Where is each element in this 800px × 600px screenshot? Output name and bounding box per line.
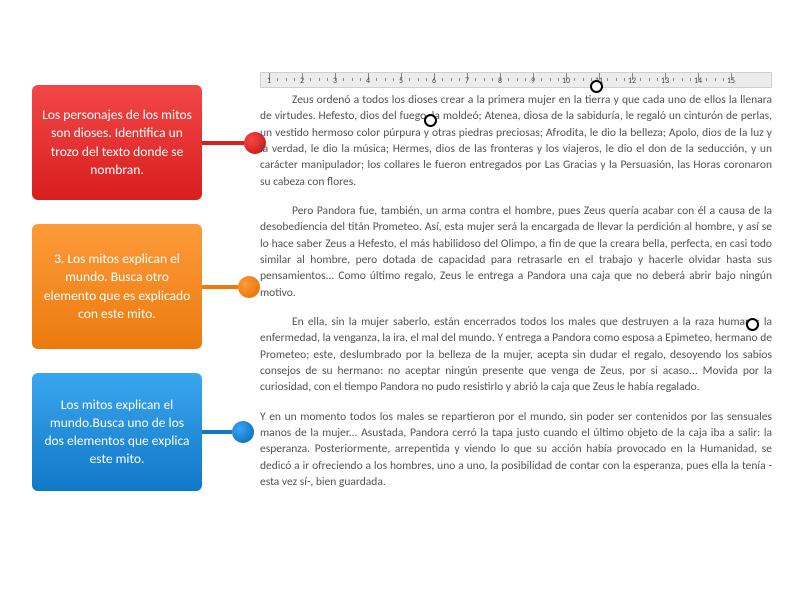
paragraph-1: Zeus ordenó a todos los dioses crear a l… bbox=[260, 92, 772, 190]
ruler-ticks: 123456789101112131415 bbox=[261, 73, 771, 87]
ruler-minor-tick bbox=[343, 78, 344, 81]
main-container: Los personajes de los mitos son dioses. … bbox=[0, 0, 800, 600]
callout-card-3[interactable]: Los mitos explican el mundo.Busca uno de… bbox=[32, 373, 202, 491]
ruler-minor-tick bbox=[574, 78, 575, 81]
ruler-minor-tick bbox=[558, 78, 559, 81]
ruler-minor-tick bbox=[657, 78, 658, 81]
ruler-minor-tick bbox=[517, 78, 518, 81]
ruler-label: 14 bbox=[694, 76, 702, 86]
ruler-label: 4 bbox=[366, 76, 370, 86]
ruler-minor-tick bbox=[607, 78, 608, 81]
ruler-minor-tick bbox=[352, 78, 353, 81]
ruler-minor-tick bbox=[409, 78, 410, 81]
ruler-minor-tick bbox=[723, 78, 724, 81]
ruler-minor-tick bbox=[484, 78, 485, 81]
ruler-label: 10 bbox=[562, 76, 570, 86]
ruler-minor-tick bbox=[286, 78, 287, 81]
drag-handle-2[interactable] bbox=[424, 114, 437, 127]
callout-connector bbox=[202, 285, 238, 289]
ruler-minor-tick bbox=[385, 78, 386, 81]
ruler-minor-tick bbox=[649, 78, 650, 81]
ruler-label: 15 bbox=[727, 76, 735, 86]
ruler-label: 12 bbox=[628, 76, 636, 86]
ruler-minor-tick bbox=[294, 78, 295, 81]
ruler-label: 8 bbox=[498, 76, 502, 86]
callout-text: Los personajes de los mitos son dioses. … bbox=[42, 106, 192, 179]
ruler-minor-tick bbox=[541, 78, 542, 81]
ruler-minor-tick bbox=[525, 78, 526, 81]
callout-card-1[interactable]: Los personajes de los mitos son dioses. … bbox=[32, 85, 202, 200]
callout-connector bbox=[202, 141, 244, 145]
callout-text: 3. Los mitos explican el mundo. Busca ot… bbox=[42, 250, 192, 323]
ruler-label: 13 bbox=[661, 76, 669, 86]
document-column: 123456789101112131415 Zeus ordenó a todo… bbox=[250, 0, 800, 600]
ruler-minor-tick bbox=[624, 78, 625, 81]
ruler-minor-tick bbox=[508, 78, 509, 81]
ruler-minor-tick bbox=[715, 78, 716, 81]
paragraph-3: En ella, sin la mujer saberlo, están enc… bbox=[260, 314, 772, 396]
callout-connector bbox=[202, 430, 232, 434]
callout-text: Los mitos explican el mundo.Busca uno de… bbox=[42, 396, 192, 469]
ruler-minor-tick bbox=[682, 78, 683, 81]
paragraph-4: Y en un momento todos los males se repar… bbox=[260, 409, 772, 491]
ruler-minor-tick bbox=[583, 78, 584, 81]
ruler-minor-tick bbox=[319, 78, 320, 81]
paragraph-2: Pero Pandora fue, también, un arma contr… bbox=[260, 203, 772, 301]
ruler-label: 7 bbox=[465, 76, 469, 86]
ruler-label: 9 bbox=[531, 76, 535, 86]
ruler-label: 3 bbox=[333, 76, 337, 86]
ruler-minor-tick bbox=[310, 78, 311, 81]
ruler-label: 5 bbox=[399, 76, 403, 86]
ruler-minor-tick bbox=[492, 78, 493, 81]
ruler-minor-tick bbox=[706, 78, 707, 81]
document-body: Zeus ordenó a todos los dioses crear a l… bbox=[260, 92, 772, 490]
ruler-minor-tick bbox=[550, 78, 551, 81]
ruler-minor-tick bbox=[376, 78, 377, 81]
ruler-minor-tick bbox=[426, 78, 427, 81]
ruler-label: 2 bbox=[300, 76, 304, 86]
ruler-minor-tick bbox=[690, 78, 691, 81]
ruler-minor-tick bbox=[640, 78, 641, 81]
drag-handle-1[interactable] bbox=[590, 80, 603, 93]
ruler-minor-tick bbox=[459, 78, 460, 81]
ruler-minor-tick bbox=[673, 78, 674, 81]
ruler-minor-tick bbox=[277, 78, 278, 81]
ruler-minor-tick bbox=[451, 78, 452, 81]
drag-handle-3[interactable] bbox=[746, 318, 759, 331]
callout-card-2[interactable]: 3. Los mitos explican el mundo. Busca ot… bbox=[32, 224, 202, 349]
ruler-label: 1 bbox=[267, 76, 271, 86]
ruler-minor-tick bbox=[475, 78, 476, 81]
ruler-minor-tick bbox=[442, 78, 443, 81]
callouts-column: Los personajes de los mitos son dioses. … bbox=[0, 0, 250, 600]
ruler-minor-tick bbox=[360, 78, 361, 81]
ruler-label: 6 bbox=[432, 76, 436, 86]
ruler-minor-tick bbox=[616, 78, 617, 81]
ruler-minor-tick bbox=[393, 78, 394, 81]
ruler-minor-tick bbox=[418, 78, 419, 81]
horizontal-ruler: 123456789101112131415 bbox=[260, 72, 772, 88]
ruler-minor-tick bbox=[327, 78, 328, 81]
